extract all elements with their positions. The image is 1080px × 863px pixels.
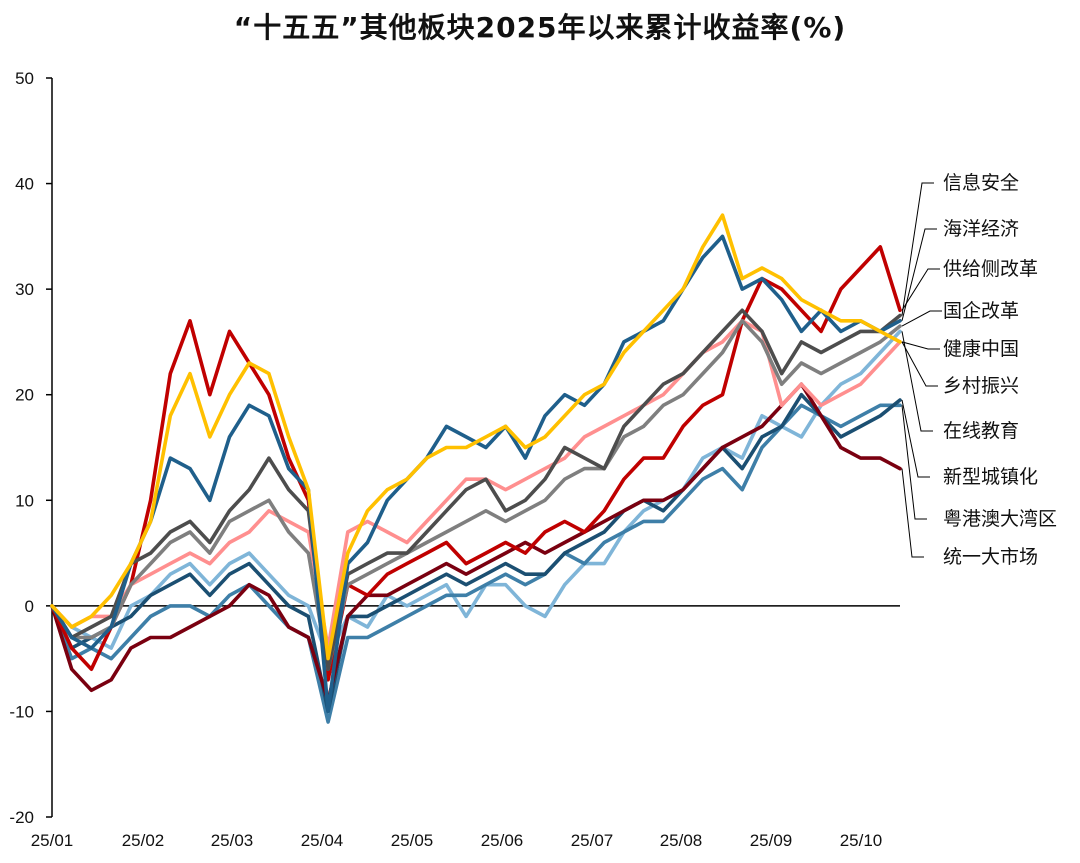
legend-label: 海洋经济 [943,218,1019,240]
legend-label: 供给侧改革 [943,258,1038,280]
axes: -20 -10 0 10 20 30 40 50 25/01 25/02 25/03 25/04 25/… [9,69,900,850]
legend-label: 健康中国 [943,338,1019,360]
legend-label: 在线教育 [943,420,1019,442]
x-tick-label: 25/09 [750,831,793,850]
legend-leader-line [901,182,934,316]
series-line [50,403,902,724]
legend-label: 信息安全 [943,172,1019,194]
x-tick-label: 25/10 [840,831,883,850]
series-line [50,329,902,661]
legend-label: 乡村振兴 [943,375,1019,397]
legend: 信息安全海洋经济供给侧改革国企改革健康中国乡村振兴在线教育新型城镇化粤港澳大湾区… [901,172,1057,568]
series-line [50,318,902,672]
x-tick-label: 25/05 [391,831,434,850]
legend-leader-line [901,405,927,520]
legend-label: 粤港澳大湾区 [943,508,1057,530]
x-tick-label: 25/04 [301,831,344,850]
x-tick-label: 25/08 [660,831,703,850]
series-lines [50,213,902,724]
x-tick-label: 25/06 [481,831,524,850]
legend-leader-line [901,228,937,321]
x-tick-label: 25/03 [211,831,254,850]
series-line [50,213,902,661]
y-tick-label: 30 [15,280,34,299]
legend-leader-line [901,310,942,327]
y-tick-label: 20 [15,386,34,405]
legend-leader-line [901,341,938,387]
legend-leader-line [901,341,940,350]
legend-label: 国企改革 [943,300,1019,322]
legend-leader-line [901,268,940,311]
series-line [50,382,902,703]
y-tick-label: 10 [15,491,34,510]
series-line [50,308,902,672]
series-line [50,245,902,682]
x-tick-label: 25/02 [122,831,165,850]
legend-leader-line [901,468,924,558]
legend-leader-line [901,399,930,478]
series-line [50,234,902,714]
legend-label: 新型城镇化 [943,466,1038,488]
x-tick-label: 25/07 [571,831,614,850]
y-tick-label: -20 [9,808,34,827]
y-tick-label: -10 [9,702,34,721]
legend-label: 统一大市场 [943,546,1038,568]
y-tick-label: 0 [25,597,34,616]
legend-leader-line [901,331,933,432]
chart-title: “十五五”其他板块2025年以来累计收益率(%) [233,11,847,44]
y-tick-label: 50 [15,69,34,88]
x-tick-label: 25/01 [31,831,74,850]
y-tick-label: 40 [15,175,34,194]
series-line [50,392,902,714]
